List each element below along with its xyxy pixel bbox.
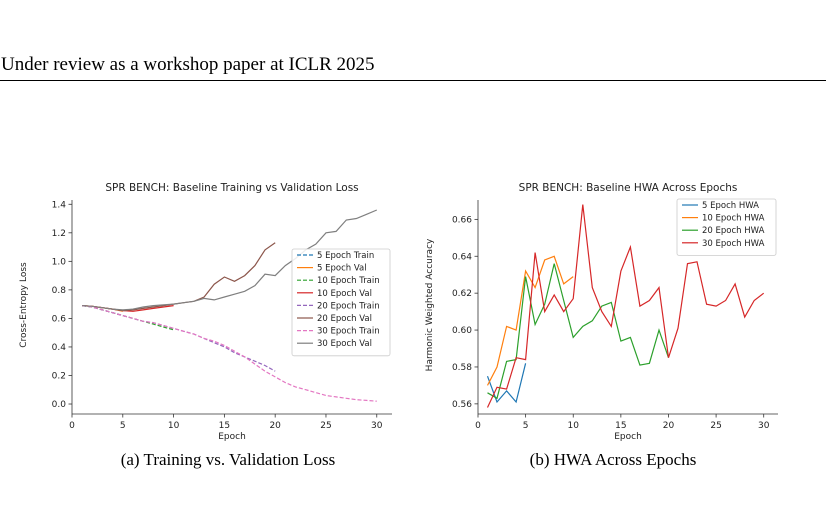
x-tick-label: 5: [120, 421, 126, 431]
x-axis-label: Epoch: [614, 432, 642, 442]
x-axis-label: Epoch: [218, 432, 246, 442]
caption-a: (a) Training vs. Validation Loss: [120, 450, 336, 469]
series-line-30-epoch-val: [82, 209, 378, 311]
hwa-chart: SPR BENCH: Baseline HWA Across Epochs 0 5 1…: [425, 182, 778, 442]
x-tick-label: 30: [371, 421, 383, 431]
legend-label: 20 Epoch HWA: [702, 226, 765, 236]
loss-chart: SPR BENCH: Baseline Training vs Validati…: [19, 182, 392, 442]
y-tick-label: 0.64: [452, 252, 472, 262]
legend-label: 10 Epoch Train: [317, 276, 380, 286]
legend-label: 5 Epoch HWA: [702, 201, 759, 211]
x-tick-label: 10: [568, 421, 580, 431]
caption-b: (b) HWA Across Epochs: [529, 450, 697, 469]
x-tick-label: 0: [475, 421, 481, 431]
x-tick-label: 15: [219, 421, 230, 431]
series-line-20-epoch-train: [82, 305, 276, 372]
legend-label: 20 Epoch Val: [317, 314, 372, 324]
header-text: Under review as a workshop paper at ICLR…: [1, 54, 375, 75]
y-tick-label: 1.0: [52, 257, 67, 267]
x-tick-label: 30: [758, 421, 770, 431]
y-tick-label: 0.8: [52, 286, 67, 296]
series-line-20-epoch-hwa: [487, 263, 670, 400]
y-tick-label: 0.6: [52, 314, 67, 324]
series-line-10-epoch-hwa: [486, 255, 574, 386]
legend-label: 10 Epoch HWA: [702, 214, 765, 224]
legend-label: 30 Epoch Val: [317, 339, 372, 349]
y-tick-label: 0.58: [452, 363, 472, 373]
legend-label: 20 Epoch Train: [317, 301, 380, 311]
legend-label: 30 Epoch HWA: [702, 239, 765, 249]
legend-box: [291, 248, 391, 357]
legend-label: 5 Epoch Train: [317, 251, 374, 261]
legend-label: 5 Epoch Val: [317, 264, 367, 274]
y-tick-label: 1.2: [52, 229, 66, 239]
legend-label: 30 Epoch Train: [317, 327, 380, 337]
y-tick-label: 0.62: [452, 289, 472, 299]
y-tick-label: 0.60: [452, 326, 472, 336]
x-tick-label: 20: [663, 421, 675, 431]
y-tick-label: 0.56: [452, 400, 472, 410]
legend-label: 10 Epoch Val: [317, 289, 372, 299]
header-rule: [0, 80, 826, 81]
y-tick-label: 0.4: [52, 343, 67, 353]
x-tick-label: 25: [320, 421, 331, 431]
chart-title: SPR BENCH: Baseline HWA Across Epochs: [519, 182, 738, 194]
legend-box: [676, 198, 777, 256]
y-tick-label: 0.66: [452, 215, 472, 225]
series-line-30-epoch-train: [82, 305, 377, 402]
y-tick-label: 1.4: [52, 200, 67, 210]
series-line-20-epoch-val: [82, 242, 276, 312]
x-tick-label: 25: [710, 421, 721, 431]
x-tick-label: 20: [269, 421, 281, 431]
x-tick-label: 0: [69, 421, 75, 431]
y-axis-label: Harmonic Weighted Accuracy: [425, 238, 435, 371]
x-tick-label: 15: [615, 421, 626, 431]
y-tick-label: 0.2: [52, 371, 66, 381]
y-axis-label: Cross-Entropy Loss: [19, 262, 29, 348]
y-tick-label: 0.0: [52, 400, 67, 410]
x-tick-label: 10: [168, 421, 180, 431]
x-tick-label: 5: [523, 421, 529, 431]
chart-title: SPR BENCH: Baseline Training vs Validati…: [105, 182, 358, 194]
series-line-30-epoch-hwa: [486, 204, 765, 408]
